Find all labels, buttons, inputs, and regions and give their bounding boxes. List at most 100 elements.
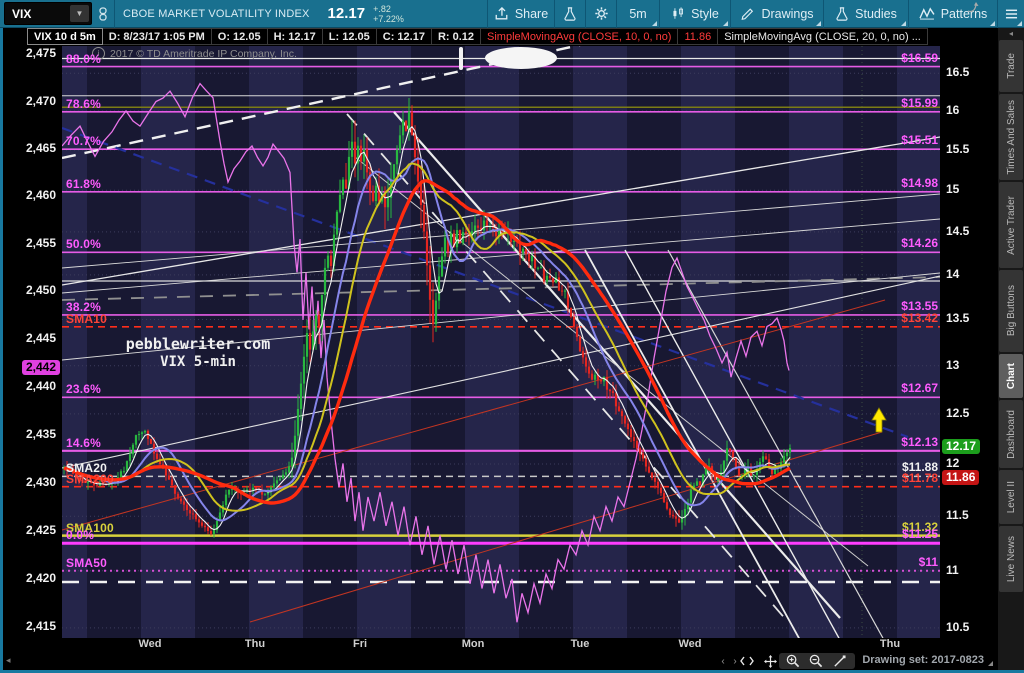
caret-icon bbox=[816, 20, 821, 26]
scroll-left-icon[interactable]: ◂ bbox=[6, 655, 11, 665]
sidebar-tab-label: Dashboard bbox=[1005, 409, 1017, 459]
mid-blue-ma-line bbox=[63, 157, 791, 522]
up-arrow-drawing[interactable] bbox=[871, 407, 887, 433]
sidebar-tab-big-buttons[interactable]: Big Buttons bbox=[999, 270, 1023, 352]
chart-header-cell: O: 12.05 bbox=[211, 28, 268, 45]
spx-comparison-line[interactable] bbox=[62, 82, 790, 623]
chevron-down-icon[interactable]: ▼ bbox=[70, 5, 89, 22]
toolbar-separator bbox=[908, 0, 909, 28]
price-change: +.82 +7.22% bbox=[373, 4, 404, 24]
menu-icon bbox=[1005, 8, 1018, 20]
candle-icon bbox=[671, 6, 685, 21]
toolbar-separator bbox=[659, 0, 660, 28]
pan-icon[interactable] bbox=[759, 652, 781, 670]
onDemand-button[interactable] bbox=[555, 0, 585, 28]
chart-header-cell[interactable]: VIX 10 d 5m bbox=[27, 28, 103, 45]
chart-header-cell: C: 12.17 bbox=[376, 28, 432, 45]
mid-yellow-ma-line bbox=[63, 162, 790, 512]
caret-icon bbox=[990, 20, 995, 26]
chart-header-cell: SimpleMovingAvg (CLOSE, 20, 0, no) ... bbox=[718, 28, 928, 45]
change-percent: +7.22% bbox=[373, 13, 404, 24]
last-price: 12.17 bbox=[327, 5, 366, 22]
caret-icon bbox=[652, 20, 657, 26]
window-bottom-border bbox=[0, 670, 1024, 673]
toolbar-separator bbox=[487, 0, 488, 28]
sidebar-tab-times-and-sales[interactable]: Times And Sales bbox=[999, 94, 1023, 180]
toolbar-separator bbox=[997, 0, 998, 28]
sidebar-tab-label: Trade bbox=[1005, 53, 1017, 79]
draw-line-icon[interactable] bbox=[828, 652, 850, 670]
patterns-button[interactable]: Patterns bbox=[909, 0, 997, 28]
patterns-label: Patterns bbox=[940, 6, 988, 21]
sidebar-tab-trade[interactable]: Trade bbox=[999, 40, 1023, 92]
bottom-toolbar: ◂ ‹ › Drawing set: 2017-0823 bbox=[0, 652, 998, 670]
share-label: Share bbox=[514, 6, 549, 21]
toolbar-separator bbox=[730, 0, 731, 28]
expand-horizontal-icon[interactable] bbox=[736, 652, 758, 670]
top-toolbar: VIX ▼ CBOE MARKET VOLATILITY INDEX 12.17… bbox=[0, 0, 1024, 28]
toolbar-separator bbox=[114, 0, 115, 28]
link-icon[interactable] bbox=[92, 0, 114, 28]
symbol-select[interactable]: VIX ▼ bbox=[4, 2, 92, 25]
chart-header-cell: R: 0.12 bbox=[431, 28, 482, 45]
style-button[interactable]: Style bbox=[660, 0, 730, 28]
collapse-rail-icon[interactable]: ◂ bbox=[1008, 29, 1013, 38]
caret-icon bbox=[1017, 20, 1022, 26]
sidebar-tab-label: Level II bbox=[1005, 480, 1017, 514]
slow-red-ma-line bbox=[63, 179, 791, 505]
sidebar-tab-label: Live News bbox=[1005, 535, 1017, 583]
sidebar-tab-label: Chart bbox=[1005, 362, 1017, 390]
symbol-text: VIX bbox=[12, 6, 32, 21]
symbol-description: CBOE MARKET VOLATILITY INDEX bbox=[123, 7, 310, 20]
cursor-style-icon[interactable] bbox=[966, 1, 979, 19]
window-left-border bbox=[0, 28, 3, 670]
toolbar-separator bbox=[616, 0, 617, 28]
pattern-icon bbox=[919, 7, 935, 20]
style-label: Style bbox=[691, 6, 719, 21]
more-button[interactable] bbox=[998, 0, 1024, 28]
tick-mark-drawing[interactable] bbox=[459, 47, 463, 70]
flask-icon bbox=[835, 6, 849, 21]
zoom-out-icon[interactable] bbox=[805, 652, 827, 670]
settings-button[interactable] bbox=[586, 0, 616, 28]
share-icon bbox=[494, 6, 509, 21]
studies-button[interactable]: Studies bbox=[824, 0, 908, 28]
flask-icon bbox=[563, 6, 577, 21]
drawing-set-selector[interactable]: Drawing set: 2017-0823 bbox=[862, 654, 993, 666]
gear-icon bbox=[594, 6, 609, 21]
session-stripes bbox=[62, 46, 940, 638]
chart-header-cell: L: 12.05 bbox=[322, 28, 377, 45]
caret-icon bbox=[901, 20, 906, 26]
pencil-icon bbox=[740, 7, 755, 21]
caret-icon bbox=[723, 20, 728, 26]
timeframe-label: 5m bbox=[629, 6, 647, 21]
studies-label: Studies bbox=[855, 6, 897, 21]
chart-header-bar: VIX 10 d 5m D: 8/23/17 1:05 PM O: 12.05 H: … bbox=[0, 28, 998, 45]
right-gadget-rail: ◂ Trade Times And Sales Active Trader Big Bu… bbox=[998, 28, 1024, 673]
sidebar-tab-label: Big Buttons bbox=[1005, 285, 1017, 337]
gridlines bbox=[62, 46, 940, 638]
share-button[interactable]: Share bbox=[488, 0, 554, 28]
chart-header-cell: 11.86 bbox=[678, 28, 719, 45]
sidebar-tab-active-trader[interactable]: Active Trader bbox=[999, 182, 1023, 268]
chart-header-cell: D: 8/23/17 1:05 PM bbox=[102, 28, 212, 45]
chart-header-cell: H: 12.17 bbox=[267, 28, 323, 45]
chart-canvas[interactable] bbox=[0, 45, 998, 673]
drawings-label: Drawings bbox=[761, 6, 814, 21]
ellipse-drawing[interactable] bbox=[485, 47, 557, 69]
step-back-icon[interactable]: ‹ bbox=[721, 655, 725, 667]
change-value: +.82 bbox=[373, 3, 391, 14]
drawings-button[interactable]: Drawings bbox=[731, 0, 823, 28]
sidebar-tab-dashboard[interactable]: Dashboard bbox=[999, 400, 1023, 468]
timeframe-button[interactable]: 5m bbox=[617, 0, 659, 28]
sidebar-tab-live-news[interactable]: Live News bbox=[999, 526, 1023, 592]
toolbar-separator bbox=[823, 0, 824, 28]
sidebar-tab-level-ii[interactable]: Level II bbox=[999, 470, 1023, 524]
sidebar-tab-label: Times And Sales bbox=[1005, 99, 1017, 175]
sidebar-tab-chart[interactable]: Chart bbox=[999, 354, 1023, 398]
chart-header-cell: SimpleMovingAvg (CLOSE, 10, 0, no) bbox=[481, 28, 679, 45]
zoom-in-icon[interactable] bbox=[782, 652, 804, 670]
step-forward-icon[interactable]: › bbox=[733, 655, 737, 667]
toolbar-separator bbox=[554, 0, 555, 28]
